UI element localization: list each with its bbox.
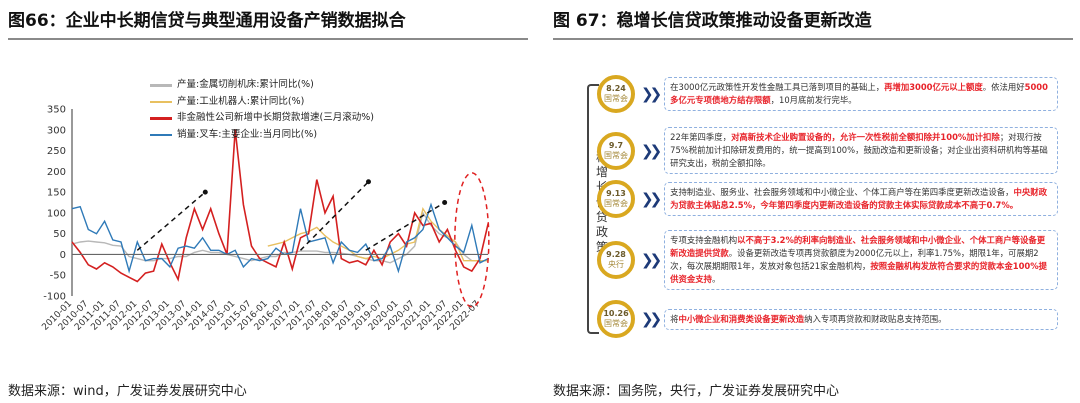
double-chevron-icon: ❯❯ xyxy=(641,251,662,269)
highlight-text: 按照金融机构发放符合要求的贷款本金100%提供资金支持 xyxy=(670,261,1047,284)
y-tick-label: 300 xyxy=(47,125,66,136)
legend-item: 产量:金属切削机床:累计同比(%) xyxy=(150,77,374,94)
body-text: 22年第四季度， xyxy=(670,132,732,142)
date-badge: 8.24 国常会 xyxy=(597,75,635,113)
y-tick-label: 200 xyxy=(47,167,66,178)
issuer: 央行 xyxy=(608,260,624,269)
series-line xyxy=(71,202,489,274)
double-chevron-icon: ❯❯ xyxy=(641,85,662,103)
legend-swatch xyxy=(150,117,172,120)
highlight-text: 对高新技术企业购置设备的，允许一次性税前全额扣除并100%加计扣除 xyxy=(731,132,1000,142)
legend-swatch xyxy=(150,133,172,136)
body-text: 将 xyxy=(670,313,679,324)
arrow-head-icon xyxy=(365,179,371,185)
y-tick-label: 50 xyxy=(53,229,66,240)
issuer: 国常会 xyxy=(604,199,628,208)
date-badge: 9.28 央行 xyxy=(597,241,635,279)
right-source-note: 数据来源：国务院，央行，广发证券发展研究中心 xyxy=(553,384,840,399)
y-tick-label: -50 xyxy=(50,271,66,282)
legend-item: 销量:叉车:主要企业:当月同比(%) xyxy=(150,127,374,144)
policy-text-box: 支持制造业、服务业、社会服务领域和中小微企业、个体工商户等在第四季度更新改造设备… xyxy=(664,182,1059,216)
y-tick-label: 250 xyxy=(47,146,66,157)
legend-item: 非金融性公司新增中长期贷款增速(三月滚动%) xyxy=(150,110,374,127)
body-text: ；对现行按75%税前加计扣除研发费用的，统一提高到100%，鼓励改造和更新设备；… xyxy=(670,132,1048,168)
date: 8.24 xyxy=(606,84,626,93)
highlight-text: 中央财政为贷款主体贴息2.5%，今年第四季度内更新改造设备的贷款主体实际贷款成本… xyxy=(670,187,1048,210)
body-text: 专项支持金融机构 xyxy=(670,235,738,245)
double-chevron-icon: ❯❯ xyxy=(641,190,662,208)
date: 9.13 xyxy=(606,189,626,198)
date-badge: 10.26 国常会 xyxy=(597,300,635,338)
timeline-bracket xyxy=(587,84,599,334)
policy-text-box: 专项支持金融机构以不高于3.2%的利率向制造业、社会服务领域和中小微企业、个体工… xyxy=(664,230,1059,290)
left-source-note: 数据来源：wind，广发证券发展研究中心 xyxy=(8,384,247,399)
date: 9.28 xyxy=(606,250,626,259)
policy-text-box: 将中小微企业和消费类设备更新改造纳入专项再贷款和财政贴息支持范围。 xyxy=(664,308,1059,330)
body-text: 在3000亿元政策性开发性金融工具已落到项目的基础上， xyxy=(670,82,885,92)
trend-arrow xyxy=(136,191,206,251)
double-chevron-icon: ❯❯ xyxy=(641,141,662,160)
body-text: 。依法用好 xyxy=(982,82,1025,92)
highlight-text: 以不高于3.2%的利率向制造业、社会服务领域和中小微企业、个体工商户等设备更新改… xyxy=(670,235,1046,258)
line-chart: 350300250200150100500-50-1002010-012010-… xyxy=(40,105,490,333)
arrow-head-icon xyxy=(202,189,208,195)
title-divider xyxy=(8,38,528,40)
body-text: 纳入专项再贷款和财政贴息支持范围。 xyxy=(804,313,947,324)
highlight-ellipse xyxy=(454,172,490,308)
date: 10.26 xyxy=(603,309,629,318)
date-badge: 9.13 国常会 xyxy=(597,180,635,218)
series-line xyxy=(71,129,489,283)
legend-label: 销量:叉车:主要企业:当月同比(%) xyxy=(177,128,318,140)
trend-arrow xyxy=(365,201,446,251)
body-text: ，10月底前发行完毕。 xyxy=(770,95,857,105)
body-text: 。设备更新改造专项再贷款额度为2000亿元以上，利率1.75%，期限1年，可展期… xyxy=(670,248,1039,271)
legend-item: 产量:工业机器人:累计同比(%) xyxy=(150,94,374,111)
chart-legend: 产量:金属切削机床:累计同比(%) 产量:工业机器人:累计同比(%) 非金融性公司新… xyxy=(150,77,374,143)
y-tick-label: -100 xyxy=(43,292,66,303)
right-figure-title: 图 67：稳增长信贷政策推动设备更新改造 xyxy=(553,11,872,31)
legend-label: 产量:金属切削机床:累计同比(%) xyxy=(177,79,314,90)
policy-item: 8.24 国常会 ❯❯ 在3000亿元政策性开发性金融工具已落到项目的基础上，再增加3… xyxy=(597,75,1059,113)
policy-item: 9.13 国常会 ❯❯ 支持制造业、服务业、社会服务领域和中小微企业、个体工商户等在第… xyxy=(597,180,1059,218)
policy-item: 9.28 央行 ❯❯ 专项支持金融机构以不高于3.2%的利率向制造业、社会服务领域和中… xyxy=(597,230,1059,290)
legend-swatch xyxy=(150,84,172,87)
double-chevron-icon: ❯❯ xyxy=(641,310,662,328)
highlight-text: 再增加3000亿元以上额度 xyxy=(884,82,983,92)
highlight-text: 中小微企业和消费类设备更新改造 xyxy=(678,313,805,324)
y-tick-label: 350 xyxy=(47,105,66,116)
legend-label: 产量:工业机器人:累计同比(%) xyxy=(177,95,305,107)
legend-label: 非金融性公司新增中长期贷款增速(三月滚动%) xyxy=(177,112,374,123)
issuer: 国常会 xyxy=(604,94,628,103)
body-text: 支持制造业、服务业、社会服务领域和中小微企业、个体工商户等在第四季度更新改造设备… xyxy=(670,187,1014,197)
arrow-head-icon xyxy=(442,200,448,205)
date: 9.7 xyxy=(608,140,624,150)
policy-text-box: 22年第四季度，对高新技术企业购置设备的，允许一次性税前全额扣除并100%加计扣… xyxy=(664,127,1059,174)
y-tick-label: 100 xyxy=(47,208,66,219)
date-badge: 9.7 国常会 xyxy=(597,131,635,170)
issuer: 国常会 xyxy=(604,319,628,328)
trend-arrow xyxy=(299,181,370,251)
policy-item: 10.26 国常会 ❯❯ 将中小微企业和消费类设备更新改造纳入专项再贷款和财政贴息支持… xyxy=(597,300,1059,338)
policy-text-box: 在3000亿元政策性开发性金融工具已落到项目的基础上，再增加3000亿元以上额度… xyxy=(664,77,1059,111)
title-divider xyxy=(553,38,1073,40)
left-figure-title: 图66：企业中长期信贷与典型通用设备产销数据拟合 xyxy=(8,11,406,31)
policy-item: 9.7 国常会 ❯❯ 22年第四季度，对高新技术企业购置设备的，允许一次性税前全额扣除… xyxy=(597,127,1059,174)
legend-swatch xyxy=(150,100,172,103)
highlight-text: 5000多亿元专项债地方结存限额 xyxy=(670,82,1048,105)
y-tick-label: 150 xyxy=(47,188,66,199)
body-text: 。 xyxy=(712,274,721,284)
issuer: 国常会 xyxy=(604,150,628,160)
y-tick-label: 0 xyxy=(60,250,66,261)
